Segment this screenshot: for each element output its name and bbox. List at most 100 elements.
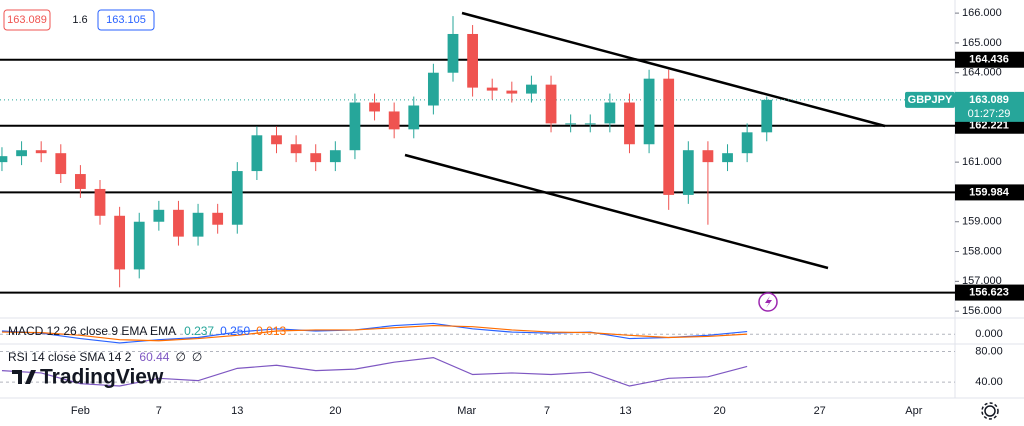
candle-body [94,188,106,216]
logo-mark [12,370,36,384]
trend-line-upper [461,11,886,128]
indicator-readout: ∅ [192,350,202,364]
candle-body [722,153,733,163]
indicator-title: MACD 12 26 close 9 EMA EMA [8,324,176,338]
alert-bolt [765,296,772,308]
candle-body [467,33,478,88]
level-label: 156.623 [969,286,1009,298]
bid-box[interactable] [3,9,51,31]
candle-body [349,102,361,151]
countdown-label: 01:27:29 [968,108,1011,120]
candle-body [663,78,675,195]
x-tick-label: 7 [544,405,550,417]
candles [0,16,773,288]
last-price-box [955,91,1024,122]
candle-body [271,135,282,145]
indicator-panes: MACD 12 26 close 9 EMA EMA 0.237 0.250 0.01… [0,322,955,387]
candle-body [408,105,420,130]
x-tick-label: 13 [231,405,243,417]
candle-body [545,84,557,124]
candle-body [741,132,753,154]
candle-body [486,87,498,91]
candle-body [565,123,577,125]
x-tick-label: 7 [156,405,162,417]
level-label: 159.984 [969,186,1010,198]
y-tick-label: 161.000 [962,156,1002,168]
candle-body [75,174,86,189]
indicator-line [1,322,748,344]
x-tick-label: 20 [329,405,341,417]
candle-body [584,123,596,125]
x-tick-label: Apr [905,405,922,417]
candle-body [251,135,263,172]
candle-body [761,99,773,133]
level-label-box [955,284,1024,301]
levels: 164.436 162.221 159.984 156.623 GBPJPY 163.08… [0,51,1024,301]
level-label: 164.436 [969,54,1009,66]
indicator-readout: 0.013 [256,324,286,338]
indicator-line [1,324,748,342]
y-tick-label: 0.000 [975,328,1003,340]
candle-body [310,153,322,163]
candle-body [192,212,204,237]
indicator-readout: 0.250 [220,324,250,338]
candle-body [290,144,302,154]
symbol-tag: GBPJPY [908,94,953,106]
candle-body [369,102,380,112]
y-tick-label: 156.000 [962,305,1002,317]
logo-text: TradingView [40,366,164,389]
candle-body [643,78,655,145]
candle-body [427,72,439,106]
candle-body [114,215,126,270]
axes: Feb 7 13 20 Mar 7 13 20 27 Apr 166.000 165.000 164.0… [71,7,1003,417]
ask-price: 163.105 [106,14,146,26]
y-tick-label: 159.000 [962,216,1002,228]
candle-body [0,156,8,163]
last-price-label: 163.089 [969,94,1009,106]
level-label-box [955,51,1024,68]
spread: 1.6 [72,14,87,26]
candle-body [526,84,537,94]
x-tick-label: 20 [714,405,726,417]
alert-icon[interactable] [758,292,778,312]
candle-body [388,111,400,130]
y-tick-label: 40.00 [975,376,1003,388]
candle-body [604,102,616,124]
candle-body [212,212,224,225]
x-tick-label: Mar [457,405,476,417]
candle-body [173,209,184,237]
x-tick-label: 13 [619,405,631,417]
level-label-box [955,184,1024,201]
level-label: 162.221 [969,120,1009,132]
y-tick-label: 157.000 [962,275,1002,287]
trend-line-lower [404,153,829,270]
candle-body [231,171,243,225]
x-tick-label: 27 [814,405,826,417]
y-tick-label: 165.000 [962,37,1002,49]
indicator-readout: 0.237 [184,324,214,338]
indicator-line [1,356,748,387]
y-tick-label: 164.000 [962,67,1002,79]
x-tick-label: Feb [71,405,90,417]
ask-box[interactable] [97,9,155,31]
settings-icon[interactable] [984,405,996,417]
candle-body [16,150,27,157]
settings-icon-teeth [981,402,999,420]
y-tick-label: 158.000 [962,245,1002,257]
candle-body [506,90,518,94]
bid-price: 163.089 [7,14,47,26]
candle-body [329,150,341,163]
candle-body [133,221,145,270]
y-tick-label: 166.000 [962,7,1002,19]
candle-body [682,150,694,195]
y-tick-label: 80.00 [975,345,1003,357]
candle-body [153,209,165,222]
indicator-readout: ∅ [175,350,185,364]
candle-body [35,150,47,154]
candle-body [624,102,635,145]
candle-body [702,150,714,163]
candle-body [447,33,459,73]
candle-body [55,153,67,175]
